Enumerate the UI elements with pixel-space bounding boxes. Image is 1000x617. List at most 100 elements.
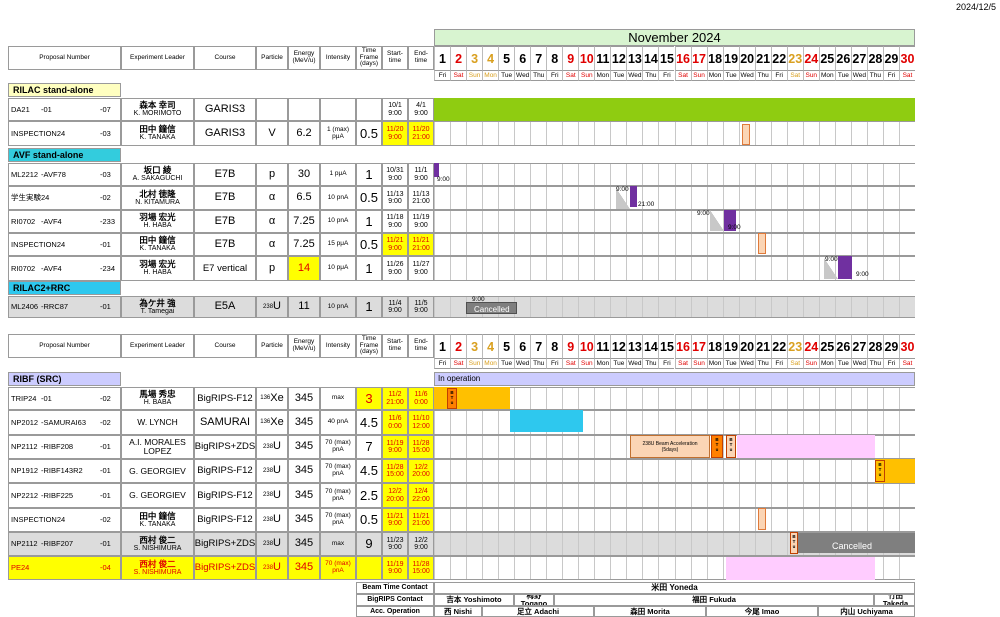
top_rows-intensity-1: 1 (max) pμA	[320, 121, 356, 146]
top_rows-end-5: 11/21 21:00	[408, 233, 434, 256]
top_rows-start-6: 11/26 9:00	[382, 256, 408, 281]
top_rows-leader-en: K. MORIMOTO	[133, 110, 182, 118]
bot-dow-20: Wed	[738, 358, 755, 369]
top_rows-energy-7: 11	[288, 296, 320, 318]
top_rows-s-time: 9:00	[388, 244, 402, 252]
top-day-4: 4	[482, 46, 499, 70]
top-rows-proposal-5: INSPECTION24 -01	[8, 233, 121, 256]
top_rows-gridcol	[610, 187, 612, 209]
bottom-rows-proposal-3: NP1912 -RIBF143R2 -01	[8, 459, 121, 483]
bottom_rows-gridcol	[626, 509, 628, 531]
bottom_rows-gridcol	[706, 484, 708, 507]
top_rows-gridcol	[610, 164, 612, 185]
bottom_rows-gridcol	[578, 436, 580, 458]
staff-br-label: BigRIPS Contact	[356, 594, 434, 606]
bot-dow-11: Mon	[594, 358, 611, 369]
bottom_rows-end-2: 11/28 15:00	[408, 435, 434, 459]
top_rows-p1: ML2212	[11, 169, 39, 179]
top-dow-6: Wed	[514, 70, 531, 81]
top_rows-gridcol	[562, 257, 564, 280]
bottom_rows-intensity-5: 70 (max) pnA	[320, 508, 356, 532]
bottom_rows-gridcol	[834, 460, 836, 482]
bottom_rows-e-time: 9:00	[414, 544, 428, 551]
top-day-13: 13	[626, 46, 643, 70]
ramp-ri0702-233	[710, 210, 724, 231]
bottom_rows-gridcol	[610, 484, 612, 507]
bottom_rows-s-date: 11/21	[386, 512, 404, 520]
bot-header-intensity: Intensity	[320, 334, 356, 358]
top-header-course: Course	[194, 46, 256, 70]
top_rows-s-time: 9:00	[388, 133, 402, 141]
bar-np2012	[510, 410, 583, 432]
top_rows-s-time: 9:00	[388, 307, 402, 314]
bottom-rows-proposal-5: INSPECTION24 -02	[8, 508, 121, 532]
top_rows-p1: ML2406	[11, 302, 39, 312]
top_rows-e-date: 11/5	[414, 299, 428, 307]
bottom_rows-particle-3: 238 U	[256, 459, 288, 483]
bottom_rows-gridcol	[866, 509, 868, 531]
bottom_rows-p3: -02	[100, 515, 111, 525]
top_rows-leader-jp: 羽場 宏光	[139, 259, 176, 270]
top_rows-tf-5: 0.5	[356, 233, 382, 256]
bottom_rows-gridcol	[610, 533, 612, 555]
bottom_rows-p3: -01	[100, 490, 111, 500]
top_rows-gridcol	[450, 164, 452, 185]
top_rows-gridcol	[562, 234, 564, 255]
top_rows-particle-1: V	[256, 121, 288, 146]
bottom_rows-gridcol	[802, 460, 804, 482]
top_rows-gridcol	[850, 164, 852, 185]
bottom_rows-gridcol	[786, 411, 788, 434]
bot-day-19: 19	[722, 334, 739, 358]
bottom_rows-gridcol	[626, 533, 628, 555]
top-header-intensity: Intensity	[320, 46, 356, 70]
ramp-student	[616, 188, 630, 209]
top-day-21: 21	[754, 46, 771, 70]
top_rows-leader-en: K. TANAKA	[139, 245, 176, 253]
bottom_rows-leader-6: 西村 俊二 S. NISHIMURA	[121, 532, 194, 556]
in-operation-label: In operation	[438, 374, 481, 383]
bottom-rows-proposal-6: NP2112 -RIBF207 -01	[8, 532, 121, 556]
bottom_rows-gridcol	[818, 411, 820, 434]
top_rows-gridcol	[450, 211, 452, 232]
bottom_rows-gridcol	[754, 533, 756, 555]
top_rows-gridcol	[706, 164, 708, 185]
top-dow-10: Sun	[578, 70, 595, 81]
top_rows-gridcol	[594, 234, 596, 255]
bot-day-20: 20	[738, 334, 755, 358]
top_rows-gridcol	[802, 122, 804, 145]
bottom_rows-gridcol	[770, 509, 772, 531]
top_rows-intensity-4: 10 pnA	[320, 210, 356, 233]
bottom_rows-gridcol	[562, 557, 564, 579]
bar-ml2406	[466, 302, 517, 314]
top_rows-gridcol	[690, 187, 692, 209]
top-day-9: 9	[562, 46, 579, 70]
top_rows-gridcol	[642, 297, 644, 317]
top_rows-gridcol	[690, 122, 692, 145]
top-dow-20: Wed	[738, 70, 755, 81]
top_rows-gridcol	[690, 211, 692, 232]
top_rows-gridcol	[818, 122, 820, 145]
top_rows-gridcol	[594, 122, 596, 145]
top-day-11: 11	[594, 46, 611, 70]
bottom_rows-gridcol	[514, 460, 516, 482]
bottom_rows-gridcol	[706, 411, 708, 434]
top_rows-gridcol	[482, 187, 484, 209]
top_rows-gridcol	[530, 297, 532, 317]
bottom_rows-course-1: SAMURAI	[194, 410, 256, 435]
top-day-23: 23	[786, 46, 803, 70]
bottom_rows-particle-7: 238 U	[256, 556, 288, 580]
top_rows-gridcol	[562, 297, 564, 317]
bottom_rows-p2: -RIBF207	[41, 539, 74, 549]
top_rows-s-time: 9:00	[388, 174, 402, 182]
bottom_rows-gridcol	[626, 388, 628, 409]
bottom_rows-gridcol	[722, 460, 724, 482]
top_rows-end-0: 4/1 9:00	[408, 98, 434, 121]
bottom_rows-gridcol	[530, 557, 532, 579]
bottom_rows-gridcol	[594, 436, 596, 458]
bottom_rows-gridcol	[738, 509, 740, 531]
top-header-particle: Particle	[256, 46, 288, 70]
bar-student	[630, 186, 637, 207]
top_rows-gantt-2	[434, 163, 915, 186]
top_rows-leader-jp: 為ケ井 強	[139, 297, 176, 308]
top-dow-17: Sun	[690, 70, 707, 81]
